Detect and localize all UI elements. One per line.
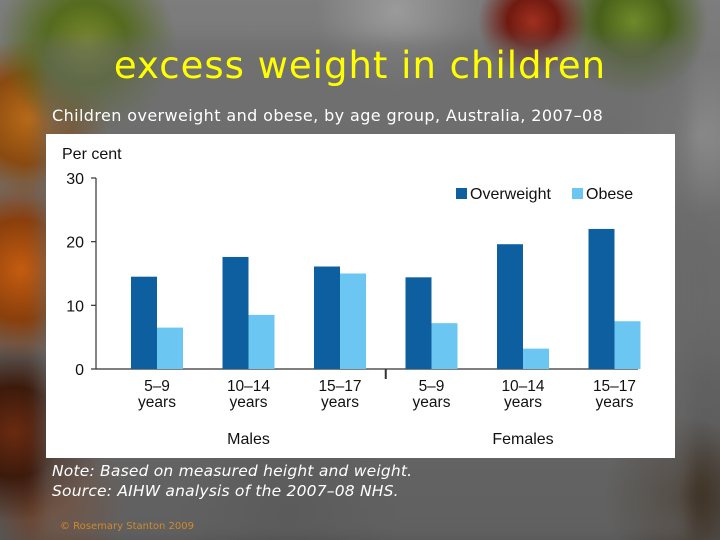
group-label: Males — [227, 431, 270, 448]
x-tick-label: years — [138, 394, 176, 411]
note-line: Note: Based on measured height and weigh… — [52, 462, 413, 480]
x-tick-label: years — [321, 394, 359, 411]
chart-panel: Per cent 0 10 20 30 5–9 years 10–14 years 15–17 ye… — [46, 134, 675, 458]
legend-swatch — [572, 188, 583, 199]
bar-overweight-5 — [588, 228, 615, 369]
legend-swatch — [456, 188, 467, 199]
x-tick-label: years — [504, 394, 542, 411]
x-tick-label: years — [413, 394, 451, 411]
bar-obese-2 — [340, 273, 366, 369]
bar-overweight-1 — [222, 256, 249, 369]
bar-overweight-0 — [131, 276, 157, 369]
bar-overweight-4 — [497, 244, 523, 369]
copyright-text: © Rosemary Stanton 2009 — [60, 521, 194, 532]
y-tick-label: 20 — [66, 235, 84, 252]
bar-obese-1 — [248, 314, 275, 369]
x-tick-label: years — [230, 394, 268, 411]
bar-obese-0 — [157, 327, 183, 369]
y-axis-label: Per cent — [62, 146, 122, 163]
legend-label: Obese — [586, 186, 633, 203]
source-line: Source: AIHW analysis of the 2007–08 NHS… — [52, 482, 399, 500]
x-tick-label: 10–14 — [227, 378, 270, 395]
legend-label: Overweight — [470, 186, 551, 203]
x-tick-label: 10–14 — [501, 378, 544, 395]
bar-obese-5 — [614, 321, 641, 369]
slide-subtitle: Children overweight and obese, by age gr… — [52, 106, 604, 125]
bar-overweight-2 — [314, 266, 340, 369]
y-tick-label: 30 — [66, 171, 84, 188]
x-tick-label: 5–9 — [144, 378, 170, 395]
bar-chart: Per cent01020305–9years10–14years15–17ye… — [62, 146, 641, 448]
chart-notes: Note: Based on measured height and weigh… — [52, 461, 412, 501]
slide-title: excess weight in children — [113, 44, 607, 87]
x-tick-label: 5–9 — [419, 378, 445, 395]
x-tick-label: years — [596, 394, 634, 411]
bar-overweight-3 — [405, 277, 432, 369]
x-tick-label: 15–17 — [318, 378, 361, 395]
x-tick-label: 15–17 — [593, 378, 636, 395]
bar-obese-3 — [431, 323, 458, 369]
y-tick-label: 0 — [75, 362, 84, 379]
y-tick-label: 10 — [66, 298, 84, 315]
bar-obese-4 — [523, 348, 549, 369]
group-label: Females — [492, 431, 553, 448]
